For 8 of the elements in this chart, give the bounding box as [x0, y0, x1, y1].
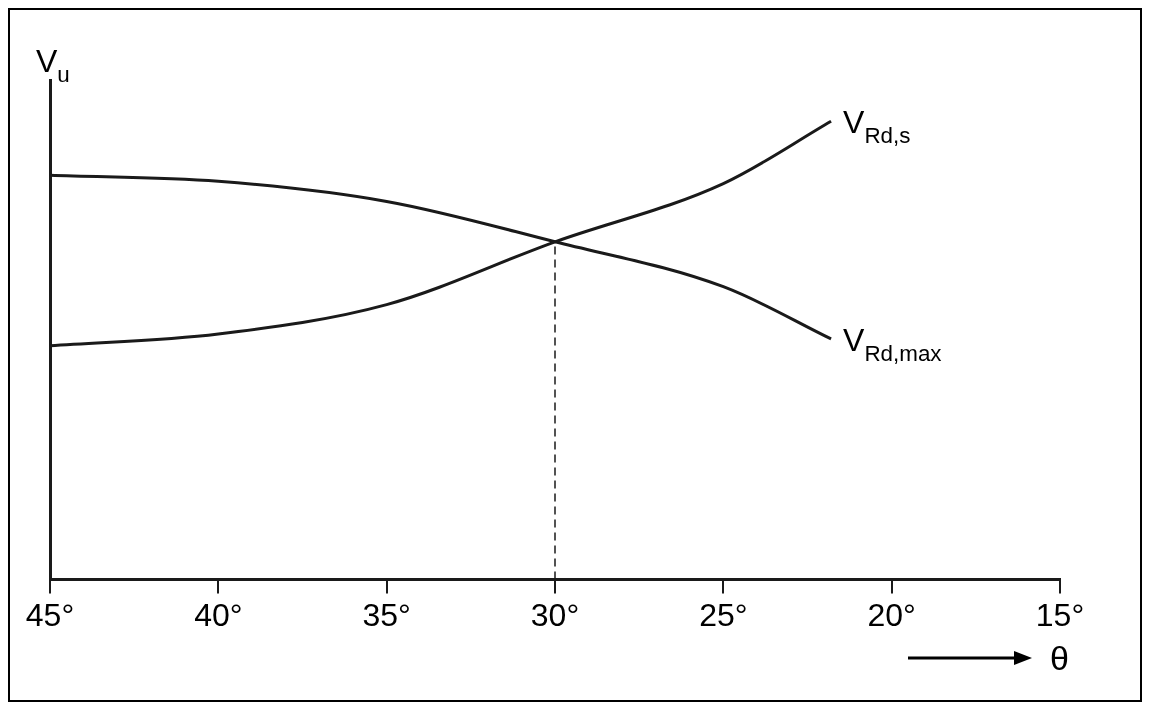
x-axis-title: θ	[1050, 639, 1069, 677]
x-tick-label: 15°	[1035, 596, 1085, 633]
x-tick-label: 20°	[867, 596, 916, 633]
x-tick-label: 35°	[362, 596, 411, 633]
x-tick-label: 30°	[530, 596, 580, 633]
x-tick-label: 25°	[699, 596, 748, 633]
x-tick-label: 40°	[194, 596, 243, 633]
x-tick-label: 45°	[25, 596, 75, 633]
